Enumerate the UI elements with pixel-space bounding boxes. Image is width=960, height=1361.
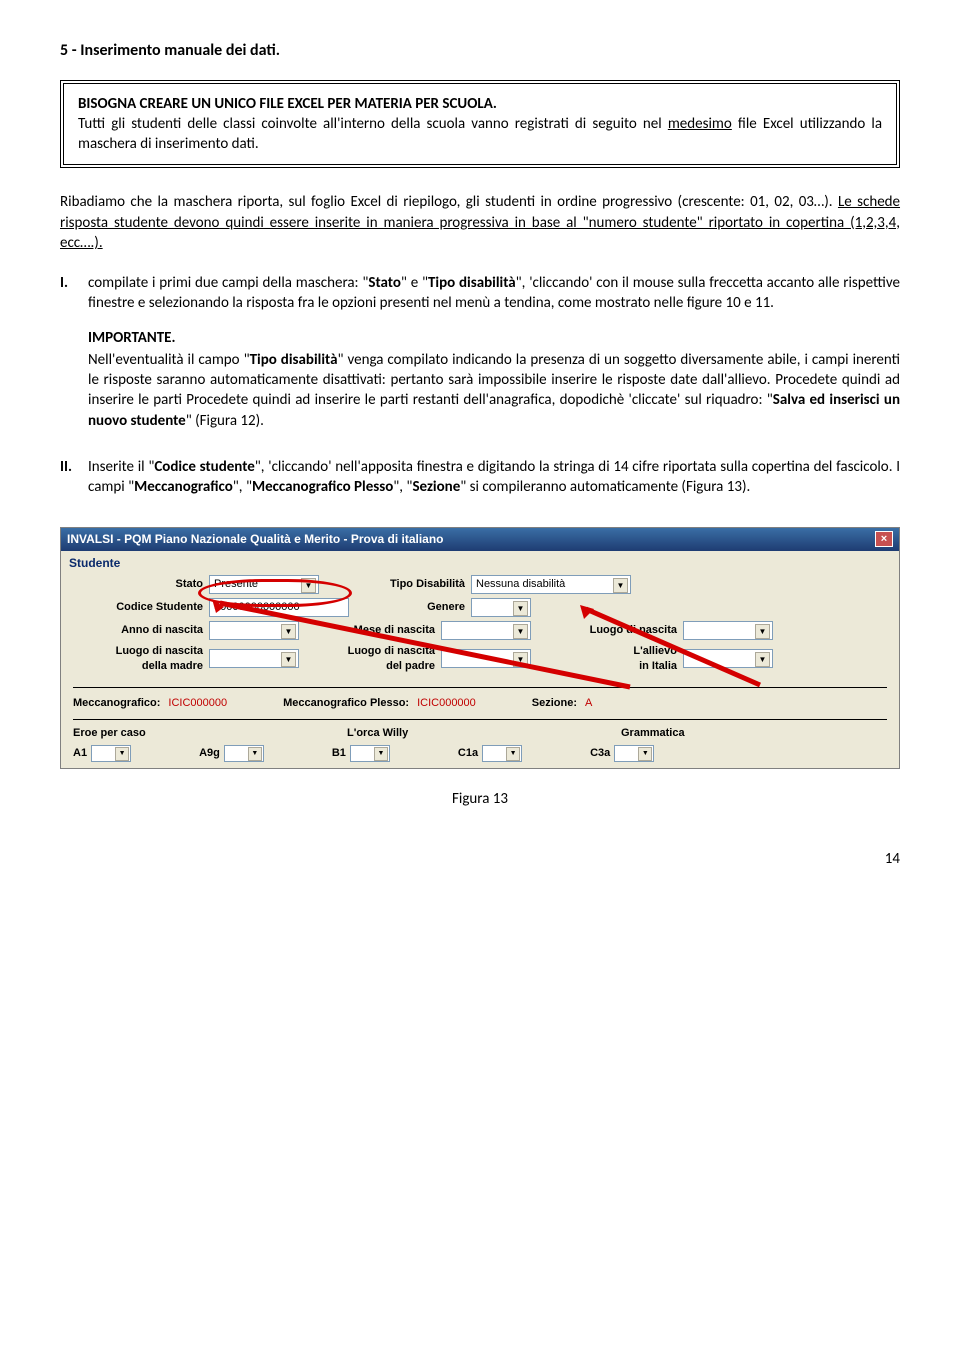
label-mese: Mese di nascita [315, 623, 435, 638]
imp-pre: Nell'eventualità il campo " [88, 351, 250, 369]
intro-pre: Ribadiamo che la maschera riporta, sul f… [60, 193, 838, 211]
group-studente: Studente [61, 551, 899, 573]
dropdown-tipodis[interactable]: Nessuna disabilità [471, 575, 631, 594]
answer-a1: A1 [73, 746, 87, 761]
dropdown-a4[interactable] [482, 745, 522, 762]
label-stato: Stato [73, 577, 203, 592]
dropdown-luogo-madre[interactable] [209, 649, 299, 668]
dropdown-stato[interactable]: Presente [209, 575, 319, 594]
subheader-1: Eroe per caso [73, 726, 339, 741]
label-sezione: Sezione: [532, 696, 577, 711]
answer-a3: B1 [332, 746, 346, 761]
i1-mid1: " e " [401, 274, 428, 292]
label-luogo-madre: Luogo di nascita della madre [73, 644, 203, 674]
dropdown-a3[interactable] [350, 745, 390, 762]
separator-1 [73, 687, 887, 688]
input-codice[interactable]: 00000000000000 [209, 598, 349, 617]
value-sezione: A [585, 696, 592, 711]
figure-caption: Figura 13 [60, 789, 900, 809]
label-tipodis: Tipo Disabilità [345, 577, 465, 592]
titlebar: INVALSI - PQM Piano Nazionale Qualità e … [61, 528, 899, 550]
answer-a4: C1a [458, 746, 478, 761]
page-number: 14 [60, 849, 900, 869]
value-mecc: ICIC000000 [168, 696, 227, 711]
imp-post: " (Figura 12). [186, 412, 264, 430]
importante-label: IMPORTANTE. [88, 328, 900, 348]
label-mecc: Meccanografico: [73, 696, 160, 711]
dropdown-a2[interactable] [224, 745, 264, 762]
list-body-1: compilate i primi due campi della masche… [88, 273, 900, 314]
dropdown-a1[interactable] [91, 745, 131, 762]
screenshot-container: INVALSI - PQM Piano Nazionale Qualità e … [60, 527, 900, 769]
subheader-2: L'orca Willy [347, 726, 613, 741]
meccanografico-row: Meccanografico: ICIC000000 Meccanografic… [61, 692, 899, 715]
section-title: 5 - Inserimento manuale dei dati. [60, 40, 900, 62]
value-mecc-plesso: ICIC000000 [417, 696, 476, 711]
list-marker-2: II. [60, 457, 88, 498]
i1-b1: Stato [368, 274, 401, 292]
label-mecc-plesso: Meccanografico Plesso: [283, 696, 409, 711]
subheader-3: Grammatica [621, 726, 887, 741]
i2-post: " si compileranno automaticamente (Figur… [460, 478, 750, 496]
app-window: INVALSI - PQM Piano Nazionale Qualità e … [60, 527, 900, 769]
i1-pre: compilate i primi due campi della masche… [88, 274, 368, 292]
label-anno: Anno di nascita [73, 623, 203, 638]
i1-b2: Tipo disabilità [428, 274, 516, 292]
i2-mid3: ", " [393, 478, 412, 496]
dropdown-luogo[interactable] [683, 621, 773, 640]
separator-2 [73, 719, 887, 720]
i2-b4: Sezione [412, 478, 460, 496]
notice-line2-underlined: medesimo [668, 115, 732, 133]
dropdown-anno[interactable] [209, 621, 299, 640]
list-item-1: I. compilate i primi due campi della mas… [60, 273, 900, 431]
list-marker-1: I. [60, 273, 88, 314]
i2-b1: Codice studente [154, 458, 254, 476]
label-genere: Genere [375, 600, 465, 615]
notice-box: BISOGNA CREARE UN UNICO FILE EXCEL PER M… [60, 80, 900, 169]
intro-para: Ribadiamo che la maschera riporta, sul f… [60, 192, 900, 253]
list-item-2: II. Inserite il "Codice studente", 'clic… [60, 457, 900, 498]
notice-line1: BISOGNA CREARE UN UNICO FILE EXCEL PER M… [78, 94, 882, 114]
i2-b2: Meccanografico [134, 478, 233, 496]
dropdown-allievo[interactable] [683, 649, 773, 668]
close-icon[interactable]: × [875, 531, 893, 547]
i2-b3: Meccanografico Plesso [252, 478, 393, 496]
dropdown-a5[interactable] [614, 745, 654, 762]
answer-row: A1 A9g B1 C1a C3a [61, 743, 899, 768]
answer-a2: A9g [199, 746, 220, 761]
i2-mid2: ", " [233, 478, 252, 496]
subheader-row: Eroe per caso L'orca Willy Grammatica [61, 724, 899, 743]
importante-block: IMPORTANTE. Nell'eventualità il campo "T… [88, 328, 900, 431]
label-allievo: L'allievo in Italia [547, 644, 677, 674]
dropdown-luogo-padre[interactable] [441, 649, 531, 668]
list-body-2: Inserite il "Codice studente", 'cliccand… [88, 457, 900, 498]
imp-b1: Tipo disabilità [250, 351, 338, 369]
dropdown-mese[interactable] [441, 621, 531, 640]
label-luogo: Luogo di nascita [547, 623, 677, 638]
dropdown-genere[interactable] [471, 598, 531, 617]
label-luogo-padre: Luogo di nascita del padre [315, 644, 435, 674]
notice-line2-pre: Tutti gli studenti delle classi coinvolt… [78, 115, 668, 133]
label-codice: Codice Studente [73, 600, 203, 615]
form-area: Stato Presente Tipo Disabilità Nessuna d… [61, 573, 899, 684]
window-title: INVALSI - PQM Piano Nazionale Qualità e … [67, 531, 444, 547]
notice-line2: Tutti gli studenti delle classi coinvolt… [78, 114, 882, 155]
answer-a5: C3a [590, 746, 610, 761]
i2-pre: Inserite il " [88, 458, 154, 476]
